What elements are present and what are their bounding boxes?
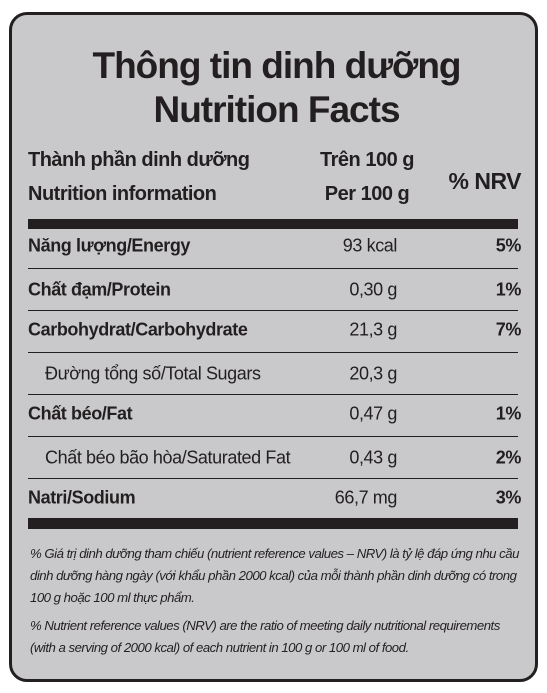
footnote-en: % Nutrient reference values (NRV) are th… <box>30 618 500 655</box>
row-divider <box>28 394 518 395</box>
nutrition-panel: Thông tin dinh dưỡng Nutrition Facts Thà… <box>9 12 538 682</box>
col-amount-en: Per 100 g <box>324 183 410 205</box>
nutrient-amount: 66,7 mg <box>334 487 398 508</box>
nutrient-name: Đường tổng số/Total Sugars <box>45 363 261 384</box>
nutrient-nrv: 1% <box>495 403 522 424</box>
nutrient-nrv: 7% <box>495 319 522 340</box>
col-name-en: Nutrition information <box>28 183 217 205</box>
nutrient-nrv: 2% <box>495 447 522 468</box>
nutrient-name: Chất béo bão hòa/Saturated Fat <box>45 447 291 468</box>
col-amount-vi: Trên 100 g <box>320 149 414 171</box>
col-name-vi: Thành phần dinh dưỡng <box>28 149 250 171</box>
row-divider <box>28 436 518 437</box>
nutrient-amount: 20,3 g <box>349 363 397 384</box>
nutrient-amount: 21,3 g <box>349 319 397 340</box>
row-divider <box>28 268 518 269</box>
nutrient-name: Chất đạm/Protein <box>28 279 171 300</box>
title-en: Nutrition Facts <box>153 89 400 130</box>
nutrient-amount: 0,43 g <box>349 447 397 468</box>
nutrient-nrv: 3% <box>495 487 522 508</box>
nutrient-amount: 93 kcal <box>342 235 398 256</box>
nutrient-nrv: 5% <box>495 235 522 256</box>
col-nrv: % NRV <box>448 168 522 194</box>
divider-thick <box>28 518 518 529</box>
row-divider <box>28 478 518 479</box>
row-divider <box>28 352 518 353</box>
nutrient-amount: 0,47 g <box>349 403 397 424</box>
nutrient-name: Natri/Sodium <box>28 487 136 508</box>
nutrient-name: Chất béo/Fat <box>28 403 133 424</box>
title-vi: Thông tin dinh dưỡng <box>92 45 461 86</box>
row-divider <box>28 310 518 311</box>
nutrient-name: Carbohydrat/Carbohydrate <box>28 319 248 340</box>
nutrient-name: Năng lượng/Energy <box>28 235 191 256</box>
divider-thick <box>28 219 518 229</box>
footnote-vi: % Giá trị dinh dưỡng tham chiếu (nutrien… <box>30 546 519 605</box>
nutrient-amount: 0,30 g <box>349 279 397 300</box>
nutrient-nrv: 1% <box>495 279 522 300</box>
